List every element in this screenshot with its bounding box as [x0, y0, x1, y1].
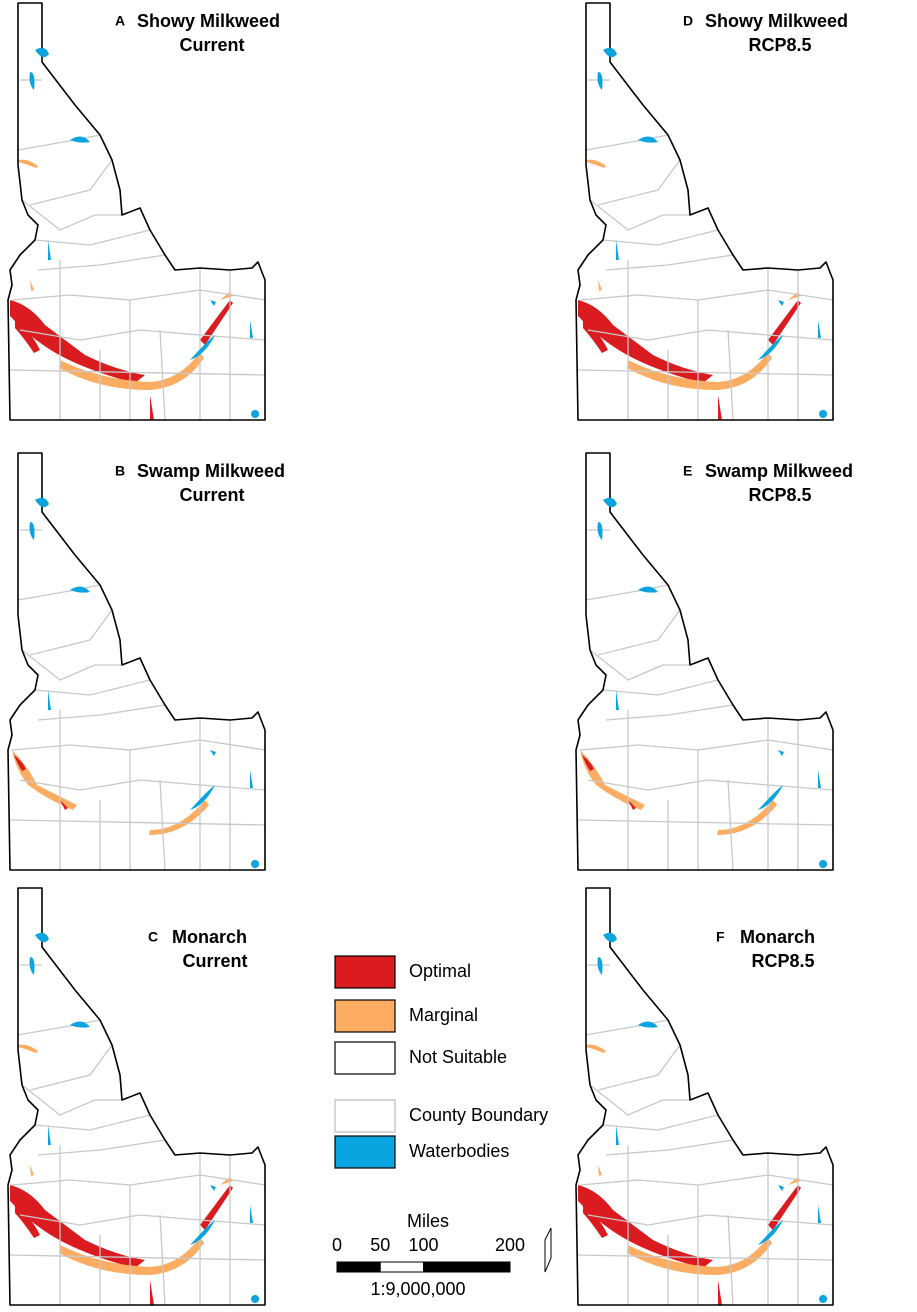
panel-title: Showy Milkweed — [137, 11, 280, 31]
map-panel: A Showy Milkweed Current — [7, 2, 280, 421]
legend-swatch — [334, 955, 396, 989]
scale-ratio: 1:9,000,000 — [370, 1279, 465, 1299]
panel-title: Monarch — [740, 927, 815, 947]
scale-tick-label: 50 — [370, 1235, 390, 1255]
scale-segment — [336, 1261, 381, 1273]
legend-label: Waterbodies — [409, 1141, 509, 1161]
idaho-map — [575, 452, 834, 871]
legend-label: County Boundary — [409, 1105, 548, 1125]
scale-title: Miles — [407, 1211, 449, 1231]
north-arrow — [544, 1227, 552, 1273]
panel-letter: A — [115, 13, 125, 29]
legend-swatch — [334, 1099, 396, 1133]
scale-tick-label: 200 — [495, 1235, 525, 1255]
panel-letter: D — [683, 13, 693, 29]
map-panel: B Swamp Milkweed Current — [7, 452, 285, 871]
scale-tick-label: 100 — [408, 1235, 438, 1255]
map-panel: D Showy Milkweed RCP8.5 — [575, 2, 848, 421]
scale-segment — [423, 1261, 511, 1273]
panel-title: Swamp Milkweed — [137, 461, 285, 481]
legend-label: Not Suitable — [409, 1047, 507, 1067]
idaho-map — [7, 2, 266, 421]
map-panel: C Monarch Current — [7, 887, 266, 1306]
panel-subtitle: Current — [179, 35, 244, 55]
panel-letter: C — [148, 929, 158, 945]
idaho-map — [575, 2, 834, 421]
map-panel: E Swamp Milkweed RCP8.5 — [575, 452, 853, 871]
legend-label: Marginal — [409, 1005, 478, 1025]
panel-subtitle: RCP8.5 — [748, 485, 811, 505]
panel-title: Swamp Milkweed — [705, 461, 853, 481]
panel-subtitle: Current — [179, 485, 244, 505]
panel-letter: F — [716, 929, 725, 945]
legend-swatch — [334, 1135, 396, 1169]
panel-letter: B — [115, 463, 125, 479]
panel-title: Monarch — [172, 927, 247, 947]
map-panel: F Monarch RCP8.5 — [575, 887, 834, 1306]
panel-subtitle: RCP8.5 — [751, 951, 814, 971]
idaho-map — [7, 452, 266, 871]
scale-segment — [379, 1261, 424, 1273]
scale-tick-label: 0 — [332, 1235, 342, 1255]
legend-label: Optimal — [409, 961, 471, 981]
panel-title: Showy Milkweed — [705, 11, 848, 31]
panel-letter: E — [683, 463, 692, 479]
panel-subtitle: Current — [182, 951, 247, 971]
legend-swatch — [334, 1041, 396, 1075]
legend-swatch — [334, 999, 396, 1033]
panel-subtitle: RCP8.5 — [748, 35, 811, 55]
